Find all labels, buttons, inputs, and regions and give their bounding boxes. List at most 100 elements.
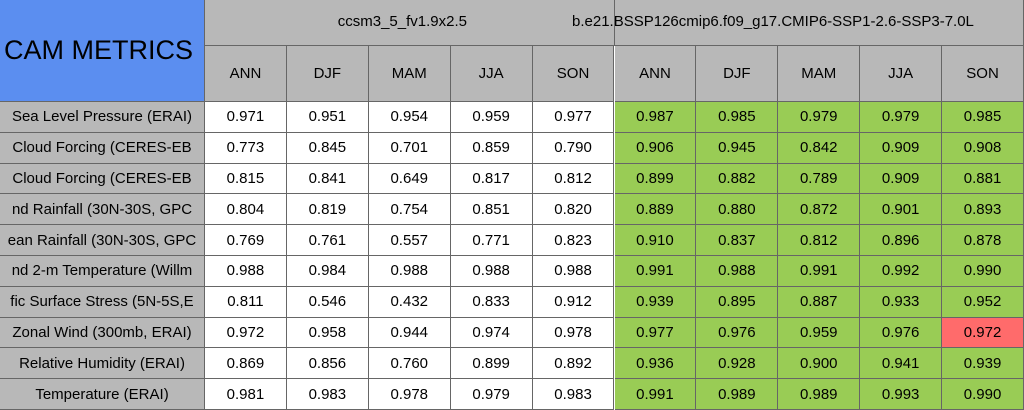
cell: 0.990	[942, 379, 1024, 410]
cell: 0.761	[286, 225, 369, 256]
cell: 0.978	[532, 317, 615, 349]
column-header: MAM	[778, 46, 861, 102]
cell: 0.936	[614, 348, 697, 380]
cell: 0.906	[614, 132, 697, 164]
column-header: SON	[942, 46, 1024, 102]
cell: 0.833	[450, 286, 533, 318]
group-title: ccsm3_5_fv1.9x2.5	[337, 13, 467, 30]
row-label: Zonal Wind (300mb, ERAI)	[0, 317, 205, 349]
cell: 0.979	[860, 102, 943, 133]
cell: 0.990	[942, 256, 1024, 287]
cell: 0.972	[205, 317, 287, 349]
cell: 0.958	[286, 317, 369, 349]
cell: 0.979	[450, 379, 533, 410]
cell: 0.991	[778, 256, 861, 287]
cell: 0.991	[614, 379, 697, 410]
row-label: Temperature (ERAI)	[0, 379, 205, 410]
cell: 0.981	[205, 379, 287, 410]
cell: 0.987	[614, 102, 697, 133]
row-label: Cloud Forcing (CERES-EB	[0, 163, 205, 195]
cell: 0.815	[205, 163, 287, 195]
cell: 0.889	[614, 194, 697, 226]
cell: 0.910	[614, 225, 697, 256]
cell: 0.546	[286, 286, 369, 318]
column-header: JJA	[860, 46, 943, 102]
cell: 0.959	[778, 317, 861, 349]
cell: 0.820	[532, 194, 615, 226]
cell: 0.945	[696, 132, 779, 164]
cell: 0.790	[532, 132, 615, 164]
cell: 0.817	[450, 163, 533, 195]
cell: 0.432	[368, 286, 451, 318]
group-header	[614, 0, 1024, 46]
cell: 0.985	[942, 102, 1024, 133]
cell: 0.974	[450, 317, 533, 349]
cell: 0.976	[696, 317, 779, 349]
cell: 0.899	[614, 163, 697, 195]
cell: 0.823	[532, 225, 615, 256]
cell: 0.804	[205, 194, 287, 226]
cell: 0.896	[860, 225, 943, 256]
cell: 0.878	[942, 225, 1024, 256]
cell: 0.760	[368, 348, 451, 380]
cell: 0.988	[205, 256, 287, 287]
cell: 0.944	[368, 317, 451, 349]
cell: 0.887	[778, 286, 861, 318]
cell: 0.899	[450, 348, 533, 380]
cell: 0.941	[860, 348, 943, 380]
column-header: JJA	[450, 46, 533, 102]
cell: 0.971	[205, 102, 287, 133]
cell: 0.851	[450, 194, 533, 226]
row-label: Relative Humidity (ERAI)	[0, 348, 205, 380]
cell: 0.909	[860, 132, 943, 164]
cell: 0.812	[532, 163, 615, 195]
cell: 0.988	[450, 256, 533, 287]
cell: 0.984	[286, 256, 369, 287]
column-header: SON	[532, 46, 615, 102]
title: CAM METRICS	[0, 0, 205, 102]
group-header	[205, 0, 615, 46]
cell: 0.988	[368, 256, 451, 287]
cell: 0.842	[778, 132, 861, 164]
cell: 0.773	[205, 132, 287, 164]
group-title: b.e21.BSSP126cmip6.f09_g17.CMIP6-SSP1-2.…	[572, 13, 974, 30]
cell: 0.892	[532, 348, 615, 380]
row-label: ean Rainfall (30N-30S, GPC	[0, 225, 205, 256]
cell: 0.900	[778, 348, 861, 380]
cell: 0.893	[942, 194, 1024, 226]
row-label: nd 2-m Temperature (Willm	[0, 256, 205, 287]
cell: 0.991	[614, 256, 697, 287]
cell: 0.989	[696, 379, 779, 410]
column-header: MAM	[368, 46, 451, 102]
cell: 0.859	[450, 132, 533, 164]
cell: 0.912	[532, 286, 615, 318]
cell: 0.811	[205, 286, 287, 318]
cell: 0.979	[778, 102, 861, 133]
cell: 0.909	[860, 163, 943, 195]
cell: 0.978	[368, 379, 451, 410]
cell: 0.754	[368, 194, 451, 226]
cell: 0.880	[696, 194, 779, 226]
cell: 0.649	[368, 163, 451, 195]
cell: 0.769	[205, 225, 287, 256]
column-header: DJF	[286, 46, 369, 102]
cell: 0.983	[286, 379, 369, 410]
cell: 0.812	[778, 225, 861, 256]
cell: 0.992	[860, 256, 943, 287]
cell: 0.557	[368, 225, 451, 256]
cell: 0.993	[860, 379, 943, 410]
cell: 0.988	[532, 256, 615, 287]
cell: 0.977	[614, 317, 697, 349]
row-label: Sea Level Pressure (ERAI)	[0, 102, 205, 133]
cell: 0.933	[860, 286, 943, 318]
cell: 0.959	[450, 102, 533, 133]
cell: 0.976	[860, 317, 943, 349]
column-header: DJF	[696, 46, 779, 102]
cell: 0.881	[942, 163, 1024, 195]
cell: 0.952	[942, 286, 1024, 318]
cell: 0.872	[778, 194, 861, 226]
cell: 0.882	[696, 163, 779, 195]
cell: 0.837	[696, 225, 779, 256]
cell: 0.985	[696, 102, 779, 133]
column-header: ANN	[205, 46, 287, 102]
